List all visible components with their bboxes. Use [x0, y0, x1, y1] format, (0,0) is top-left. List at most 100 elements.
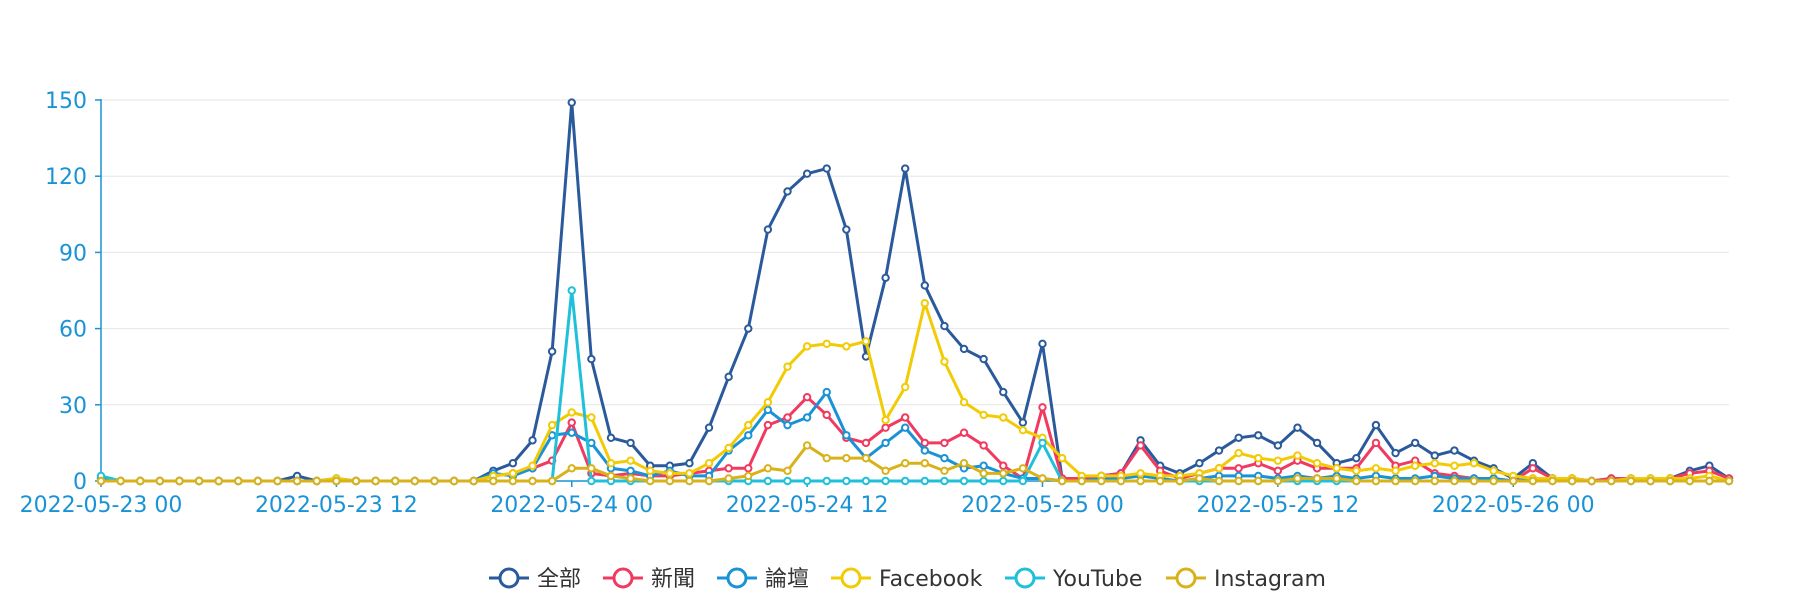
- data-point[interactable]: [881, 476, 890, 486]
- data-point[interactable]: [1489, 466, 1498, 476]
- data-point[interactable]: [802, 413, 812, 422]
- data-point[interactable]: [1665, 476, 1675, 486]
- data-point[interactable]: [881, 466, 890, 476]
- data-point[interactable]: [1038, 339, 1047, 349]
- data-point[interactable]: [763, 405, 773, 415]
- legend-item[interactable]: 論壇: [717, 567, 809, 592]
- data-point[interactable]: [626, 474, 635, 483]
- data-point[interactable]: [567, 286, 576, 295]
- data-point[interactable]: [1352, 476, 1361, 486]
- data-point[interactable]: [1626, 476, 1636, 486]
- data-point[interactable]: [1175, 476, 1184, 486]
- data-point[interactable]: [587, 464, 596, 473]
- data-point[interactable]: [842, 431, 851, 440]
- data-point[interactable]: [547, 347, 557, 356]
- data-point[interactable]: [744, 431, 753, 440]
- data-point[interactable]: [763, 464, 773, 473]
- data-point[interactable]: [606, 471, 616, 481]
- data-point[interactable]: [1371, 438, 1381, 448]
- data-point[interactable]: [567, 464, 576, 473]
- data-point[interactable]: [1214, 446, 1224, 455]
- data-point[interactable]: [802, 342, 812, 351]
- data-point[interactable]: [1038, 403, 1047, 412]
- data-point[interactable]: [1391, 448, 1400, 458]
- data-point[interactable]: [410, 476, 420, 486]
- data-point[interactable]: [1705, 476, 1714, 486]
- data-point[interactable]: [920, 299, 930, 308]
- data-point[interactable]: [1528, 476, 1538, 486]
- data-point[interactable]: [763, 398, 773, 407]
- data-point[interactable]: [724, 372, 733, 382]
- data-point[interactable]: [704, 423, 714, 432]
- data-point[interactable]: [1136, 476, 1145, 486]
- data-point[interactable]: [626, 466, 635, 476]
- data-point[interactable]: [1685, 476, 1694, 486]
- legend[interactable]: 全部 新聞 論壇 Facebook YouTube Instagram: [489, 567, 1326, 592]
- data-point[interactable]: [940, 357, 949, 366]
- data-point[interactable]: [1509, 476, 1518, 486]
- data-point[interactable]: [1195, 459, 1204, 468]
- data-point[interactable]: [861, 438, 871, 448]
- data-point[interactable]: [861, 453, 871, 463]
- data-point[interactable]: [979, 354, 988, 364]
- data-point[interactable]: [508, 459, 518, 468]
- data-point[interactable]: [547, 476, 557, 486]
- data-point[interactable]: [1567, 476, 1577, 486]
- data-point[interactable]: [1528, 464, 1538, 473]
- data-point[interactable]: [1077, 476, 1086, 486]
- data-point[interactable]: [1469, 459, 1479, 468]
- data-point[interactable]: [881, 415, 890, 425]
- data-point[interactable]: [1097, 476, 1106, 486]
- data-point[interactable]: [920, 476, 930, 486]
- data-point[interactable]: [626, 438, 635, 448]
- data-point[interactable]: [1018, 418, 1028, 427]
- data-point[interactable]: [744, 464, 753, 473]
- data-point[interactable]: [822, 339, 831, 349]
- data-point[interactable]: [312, 476, 321, 486]
- data-point[interactable]: [1018, 426, 1028, 435]
- data-point[interactable]: [1234, 448, 1243, 458]
- data-point[interactable]: [1430, 451, 1439, 460]
- data-point[interactable]: [469, 476, 478, 486]
- data-point[interactable]: [881, 273, 890, 282]
- data-point[interactable]: [1254, 476, 1263, 486]
- data-point[interactable]: [783, 413, 792, 422]
- data-point[interactable]: [371, 476, 380, 486]
- data-point[interactable]: [1273, 441, 1283, 450]
- data-point[interactable]: [528, 436, 537, 445]
- data-point[interactable]: [646, 466, 655, 476]
- data-point[interactable]: [959, 459, 969, 468]
- data-point[interactable]: [351, 476, 361, 486]
- data-point[interactable]: [567, 418, 576, 427]
- data-point[interactable]: [979, 469, 988, 478]
- data-point[interactable]: [1332, 464, 1341, 473]
- data-point[interactable]: [940, 321, 949, 331]
- data-point[interactable]: [1332, 474, 1341, 483]
- data-point[interactable]: [587, 354, 596, 364]
- data-point[interactable]: [999, 387, 1008, 397]
- data-point[interactable]: [1293, 474, 1302, 483]
- data-point[interactable]: [940, 438, 949, 448]
- data-point[interactable]: [724, 474, 733, 483]
- data-point[interactable]: [704, 459, 714, 468]
- data-point[interactable]: [979, 441, 988, 450]
- data-point[interactable]: [1312, 459, 1322, 468]
- data-point[interactable]: [1057, 453, 1067, 463]
- data-point[interactable]: [822, 164, 831, 173]
- data-point[interactable]: [1312, 438, 1322, 448]
- data-point[interactable]: [1607, 476, 1616, 486]
- data-point[interactable]: [332, 476, 341, 486]
- data-point[interactable]: [273, 476, 282, 486]
- data-point[interactable]: [1391, 476, 1400, 486]
- data-point[interactable]: [1352, 453, 1361, 463]
- data-point[interactable]: [1254, 431, 1263, 440]
- data-point[interactable]: [940, 476, 949, 486]
- data-point[interactable]: [1293, 423, 1302, 432]
- data-point[interactable]: [214, 476, 223, 486]
- data-point[interactable]: [1234, 433, 1243, 443]
- data-point[interactable]: [646, 476, 655, 486]
- data-point[interactable]: [999, 476, 1008, 486]
- data-point[interactable]: [959, 428, 969, 437]
- data-point[interactable]: [1410, 476, 1420, 486]
- data-point[interactable]: [1136, 469, 1145, 478]
